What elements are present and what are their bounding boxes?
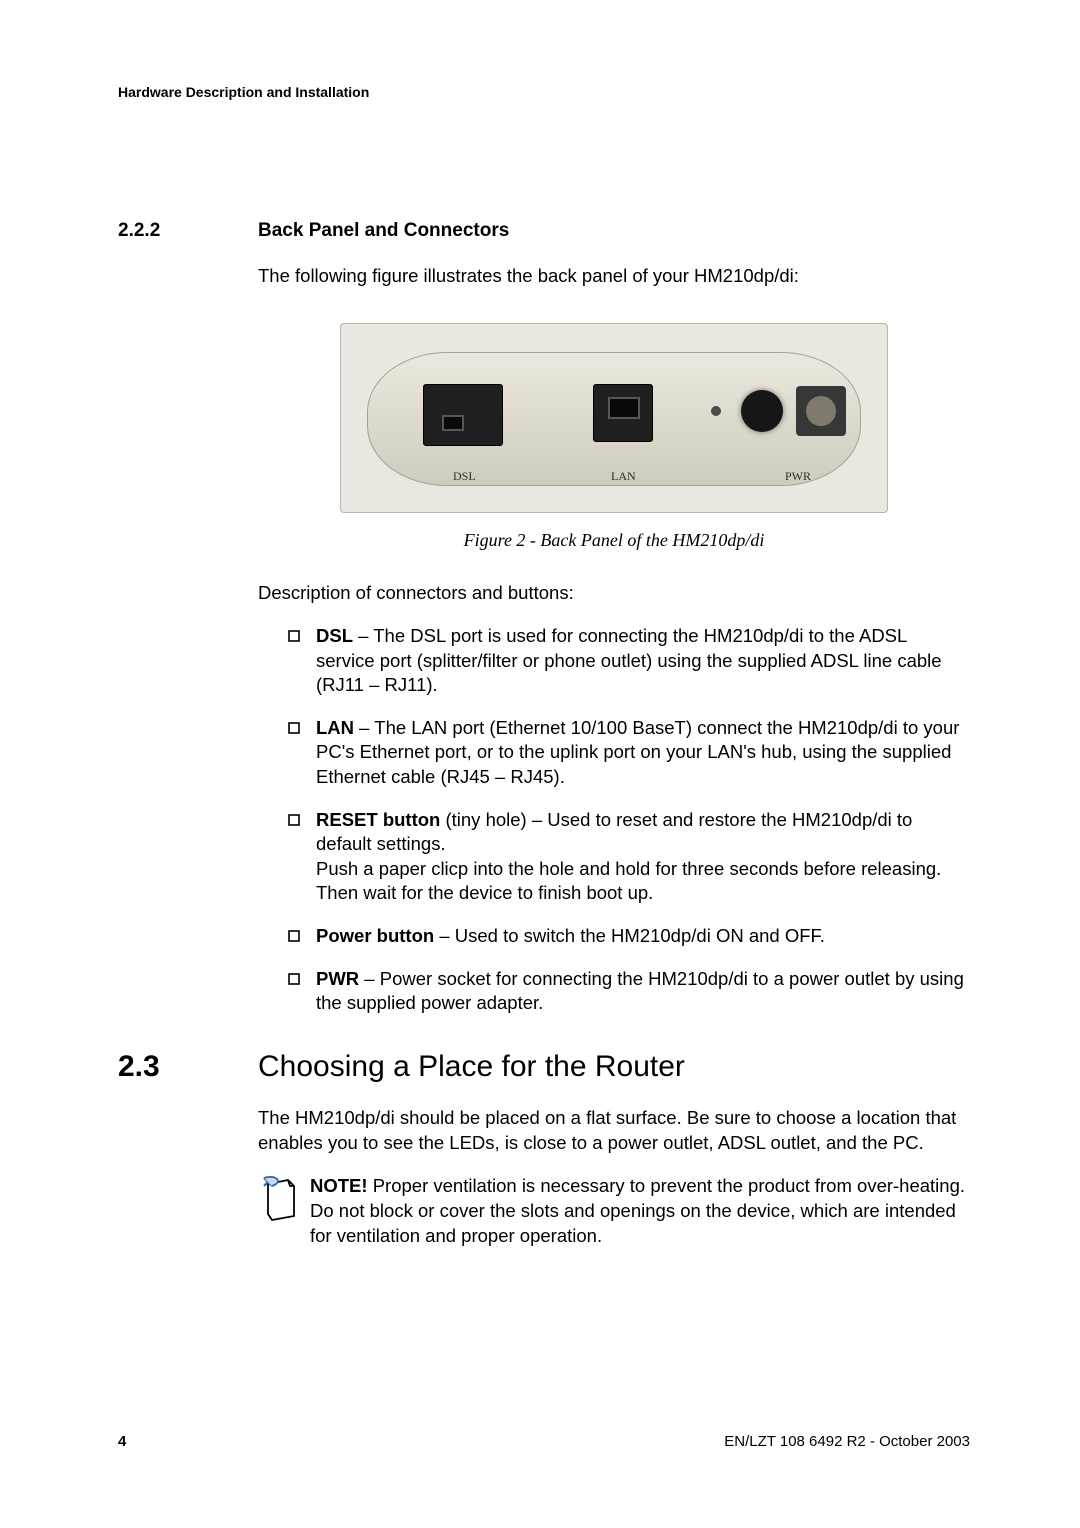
section-222-heading: 2.2.2 Back Panel and Connectors xyxy=(118,220,970,242)
power-button-graphic xyxy=(741,390,783,432)
back-panel-image: DSL LAN PWR xyxy=(340,323,888,513)
section-23-title: Choosing a Place for the Router xyxy=(258,1050,685,1084)
list-item-text: – The LAN port (Ethernet 10/100 BaseT) c… xyxy=(316,717,959,787)
list-item-term: LAN xyxy=(316,717,354,738)
note-icon xyxy=(258,1174,310,1229)
lan-label: LAN xyxy=(611,469,636,484)
list-item: Power button – Used to switch the HM210d… xyxy=(288,924,970,949)
section-23-para: The HM210dp/di should be placed on a fla… xyxy=(258,1106,970,1156)
list-item: RESET button (tiny hole) – Used to reset… xyxy=(288,808,970,906)
square-bullet-icon xyxy=(288,808,316,906)
figure-2-caption: Figure 2 - Back Panel of the HM210dp/di xyxy=(258,530,970,551)
list-item: LAN – The LAN port (Ethernet 10/100 Base… xyxy=(288,716,970,790)
section-222-number: 2.2.2 xyxy=(118,220,258,242)
list-item: PWR – Power socket for connecting the HM… xyxy=(288,967,970,1016)
list-item-text: – Power socket for connecting the HM210d… xyxy=(316,968,964,1014)
note-text: NOTE! Proper ventilation is necessary to… xyxy=(310,1174,970,1249)
list-item-text: – Used to switch the HM210dp/di ON and O… xyxy=(434,925,825,946)
dsl-label: DSL xyxy=(453,469,476,484)
square-bullet-icon xyxy=(288,924,316,949)
doc-reference: EN/LZT 108 6492 R2 - October 2003 xyxy=(724,1433,970,1450)
dsl-port-graphic xyxy=(423,384,503,446)
list-item-term: RESET button xyxy=(316,809,440,830)
square-bullet-icon xyxy=(288,967,316,1016)
section-23-heading: 2.3 Choosing a Place for the Router xyxy=(118,1050,970,1084)
connectors-desc-intro: Description of connectors and buttons: xyxy=(258,581,970,606)
note-bold: NOTE! xyxy=(310,1175,368,1196)
page-header: Hardware Description and Installation xyxy=(118,84,970,100)
reset-hole-graphic xyxy=(711,406,721,416)
page-footer: 4 EN/LZT 108 6492 R2 - October 2003 xyxy=(118,1433,970,1450)
note-row: NOTE! Proper ventilation is necessary to… xyxy=(258,1174,970,1249)
section-222-title: Back Panel and Connectors xyxy=(258,220,509,242)
note-body: Proper ventilation is necessary to preve… xyxy=(310,1175,965,1246)
pwr-label: PWR xyxy=(785,469,811,484)
list-item-term: Power button xyxy=(316,925,434,946)
list-item-body: DSL – The DSL port is used for connectin… xyxy=(316,624,970,698)
list-item-body: LAN – The LAN port (Ethernet 10/100 Base… xyxy=(316,716,970,790)
square-bullet-icon xyxy=(288,716,316,790)
list-item-body: RESET button (tiny hole) – Used to reset… xyxy=(316,808,970,906)
list-item-text: – The DSL port is used for connecting th… xyxy=(316,625,942,695)
power-socket-graphic xyxy=(796,386,846,436)
list-item-body: PWR – Power socket for connecting the HM… xyxy=(316,967,970,1016)
list-item-term: DSL xyxy=(316,625,353,646)
list-item-body: Power button – Used to switch the HM210d… xyxy=(316,924,825,949)
figure-2-wrapper: DSL LAN PWR Figure 2 - Back Panel of the… xyxy=(258,323,970,551)
list-item-term: PWR xyxy=(316,968,359,989)
lan-port-graphic xyxy=(593,384,653,442)
section-222-intro: The following figure illustrates the bac… xyxy=(258,264,970,289)
list-item: DSL – The DSL port is used for connectin… xyxy=(288,624,970,698)
section-23-number: 2.3 xyxy=(118,1050,258,1084)
page-number: 4 xyxy=(118,1433,126,1450)
connectors-list: DSL – The DSL port is used for connectin… xyxy=(258,624,970,1016)
square-bullet-icon xyxy=(288,624,316,698)
